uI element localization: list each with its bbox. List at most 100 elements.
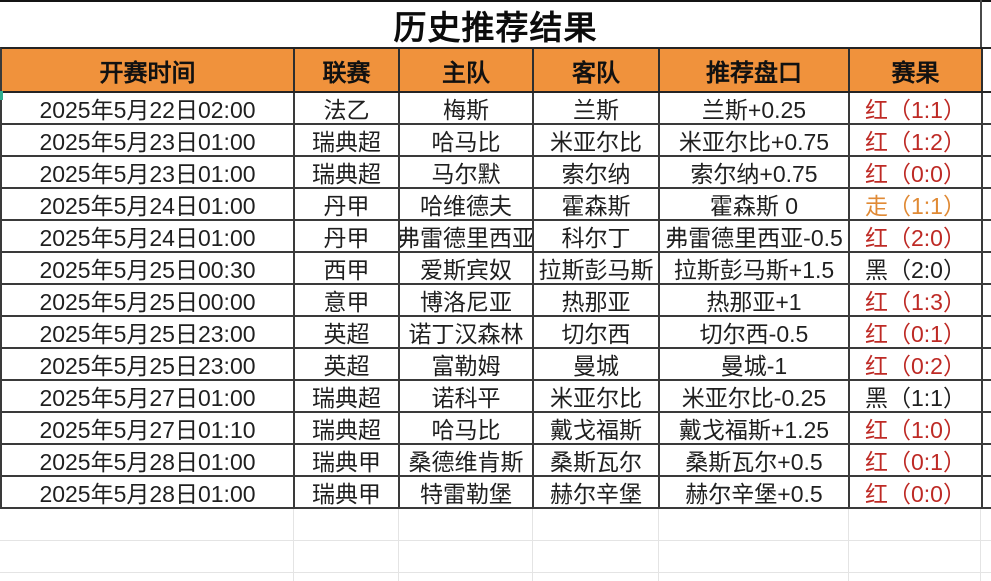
cell-away[interactable]: 戴戈福斯 bbox=[534, 413, 660, 443]
grid-line bbox=[293, 509, 294, 581]
cell-away[interactable]: 索尔纳 bbox=[534, 157, 660, 187]
cell-result[interactable]: 红（1:0） bbox=[850, 413, 983, 443]
cell-away[interactable]: 拉斯彭马斯 bbox=[534, 253, 660, 283]
cell-home[interactable]: 哈马比 bbox=[400, 125, 534, 155]
table-row: 2025年5月23日01:00 瑞典超 哈马比 米亚尔比 米亚尔比+0.75 红（1:2） bbox=[0, 125, 991, 157]
cell-away[interactable]: 科尔丁 bbox=[534, 221, 660, 251]
table-row: 2025年5月25日00:00 意甲 博洛尼亚 热那亚 热那亚+1 红（1:3） bbox=[0, 285, 991, 317]
cell-home[interactable]: 桑德维肯斯 bbox=[400, 445, 534, 475]
cell-result[interactable]: 红（1:1） bbox=[850, 93, 983, 123]
cell-time[interactable]: 2025年5月25日00:30 bbox=[2, 253, 295, 283]
cell-league[interactable]: 丹甲 bbox=[295, 189, 400, 219]
cell-handicap[interactable]: 兰斯+0.25 bbox=[660, 93, 850, 123]
edge-strip-cell bbox=[983, 189, 991, 219]
cell-time[interactable]: 2025年5月22日02:00 bbox=[2, 93, 295, 123]
cell-result[interactable]: 红（0:0） bbox=[850, 157, 983, 187]
cell-handicap[interactable]: 桑斯瓦尔+0.5 bbox=[660, 445, 850, 475]
cell-league[interactable]: 瑞典超 bbox=[295, 381, 400, 411]
cell-home[interactable]: 博洛尼亚 bbox=[400, 285, 534, 315]
cell-league[interactable]: 意甲 bbox=[295, 285, 400, 315]
cell-home[interactable]: 弗雷德里西亚 bbox=[400, 221, 534, 251]
cell-league[interactable]: 西甲 bbox=[295, 253, 400, 283]
table-row: 2025年5月22日02:00 法乙 梅斯 兰斯 兰斯+0.25 红（1:1） bbox=[0, 93, 991, 125]
cell-away[interactable]: 桑斯瓦尔 bbox=[534, 445, 660, 475]
cell-handicap[interactable]: 霍森斯 0 bbox=[660, 189, 850, 219]
cell-result[interactable]: 红（0:0） bbox=[850, 477, 983, 507]
col-header-handicap[interactable]: 推荐盘口 bbox=[660, 49, 850, 91]
grid-line bbox=[980, 509, 981, 581]
cell-handicap[interactable]: 赫尔辛堡+0.5 bbox=[660, 477, 850, 507]
cell-handicap[interactable]: 切尔西-0.5 bbox=[660, 317, 850, 347]
grid-line bbox=[980, 0, 982, 47]
cell-handicap[interactable]: 热那亚+1 bbox=[660, 285, 850, 315]
cell-league[interactable]: 法乙 bbox=[295, 93, 400, 123]
cell-time[interactable]: 2025年5月25日23:00 bbox=[2, 317, 295, 347]
cell-home[interactable]: 特雷勒堡 bbox=[400, 477, 534, 507]
edge-strip-cell bbox=[983, 413, 991, 443]
cell-time[interactable]: 2025年5月28日01:00 bbox=[2, 445, 295, 475]
cell-away[interactable]: 米亚尔比 bbox=[534, 381, 660, 411]
cell-handicap[interactable]: 索尔纳+0.75 bbox=[660, 157, 850, 187]
title-row: 历史推荐结果 bbox=[0, 0, 991, 47]
edge-strip-cell bbox=[983, 93, 991, 123]
cell-home[interactable]: 富勒姆 bbox=[400, 349, 534, 379]
cell-home[interactable]: 哈维德夫 bbox=[400, 189, 534, 219]
cell-away[interactable]: 切尔西 bbox=[534, 317, 660, 347]
cell-time[interactable]: 2025年5月24日01:00 bbox=[2, 189, 295, 219]
cell-result[interactable]: 走（1:1） bbox=[850, 189, 983, 219]
cell-handicap[interactable]: 米亚尔比+0.75 bbox=[660, 125, 850, 155]
cell-home[interactable]: 哈马比 bbox=[400, 413, 534, 443]
cell-result[interactable]: 红（0:1） bbox=[850, 317, 983, 347]
cell-handicap[interactable]: 米亚尔比-0.25 bbox=[660, 381, 850, 411]
cell-time[interactable]: 2025年5月28日01:00 bbox=[2, 477, 295, 507]
cell-league[interactable]: 瑞典超 bbox=[295, 125, 400, 155]
cell-league[interactable]: 英超 bbox=[295, 349, 400, 379]
edge-strip-cell bbox=[983, 349, 991, 379]
cell-away[interactable]: 霍森斯 bbox=[534, 189, 660, 219]
cell-result[interactable]: 红（0:1） bbox=[850, 445, 983, 475]
cell-home[interactable]: 诺科平 bbox=[400, 381, 534, 411]
cell-away[interactable]: 米亚尔比 bbox=[534, 125, 660, 155]
cell-result[interactable]: 黑（2:0） bbox=[850, 253, 983, 283]
cell-handicap[interactable]: 戴戈福斯+1.25 bbox=[660, 413, 850, 443]
cell-away[interactable]: 兰斯 bbox=[534, 93, 660, 123]
cell-league[interactable]: 丹甲 bbox=[295, 221, 400, 251]
cell-time[interactable]: 2025年5月27日01:00 bbox=[2, 381, 295, 411]
cell-time[interactable]: 2025年5月25日23:00 bbox=[2, 349, 295, 379]
cell-away[interactable]: 赫尔辛堡 bbox=[534, 477, 660, 507]
edge-strip-cell bbox=[983, 157, 991, 187]
edge-strip-cell bbox=[983, 285, 991, 315]
col-header-home[interactable]: 主队 bbox=[400, 49, 534, 91]
cell-league[interactable]: 英超 bbox=[295, 317, 400, 347]
cell-result[interactable]: 红（0:2） bbox=[850, 349, 983, 379]
cell-handicap[interactable]: 拉斯彭马斯+1.5 bbox=[660, 253, 850, 283]
cell-result[interactable]: 红（2:0） bbox=[850, 221, 983, 251]
empty-grid-area[interactable] bbox=[0, 509, 991, 581]
cell-home[interactable]: 马尔默 bbox=[400, 157, 534, 187]
cell-home[interactable]: 诺丁汉森林 bbox=[400, 317, 534, 347]
col-header-league[interactable]: 联赛 bbox=[295, 49, 400, 91]
col-header-time[interactable]: 开赛时间 bbox=[2, 49, 295, 91]
cell-away[interactable]: 热那亚 bbox=[534, 285, 660, 315]
cell-time[interactable]: 2025年5月27日01:10 bbox=[2, 413, 295, 443]
cell-handicap[interactable]: 曼城-1 bbox=[660, 349, 850, 379]
cell-league[interactable]: 瑞典甲 bbox=[295, 477, 400, 507]
cell-time[interactable]: 2025年5月25日00:00 bbox=[2, 285, 295, 315]
cell-home[interactable]: 爱斯宾奴 bbox=[400, 253, 534, 283]
col-header-result[interactable]: 赛果 bbox=[850, 49, 983, 91]
cell-time[interactable]: 2025年5月23日01:00 bbox=[2, 157, 295, 187]
cell-time[interactable]: 2025年5月23日01:00 bbox=[2, 125, 295, 155]
col-header-away[interactable]: 客队 bbox=[534, 49, 660, 91]
grid-line bbox=[0, 540, 991, 541]
grid-line bbox=[658, 509, 659, 581]
cell-away[interactable]: 曼城 bbox=[534, 349, 660, 379]
cell-result[interactable]: 红（1:2） bbox=[850, 125, 983, 155]
cell-league[interactable]: 瑞典超 bbox=[295, 157, 400, 187]
cell-home[interactable]: 梅斯 bbox=[400, 93, 534, 123]
cell-result[interactable]: 黑（1:1） bbox=[850, 381, 983, 411]
cell-league[interactable]: 瑞典超 bbox=[295, 413, 400, 443]
cell-result[interactable]: 红（1:3） bbox=[850, 285, 983, 315]
cell-handicap[interactable]: 弗雷德里西亚-0.5 bbox=[660, 221, 850, 251]
cell-time[interactable]: 2025年5月24日01:00 bbox=[2, 221, 295, 251]
cell-league[interactable]: 瑞典甲 bbox=[295, 445, 400, 475]
